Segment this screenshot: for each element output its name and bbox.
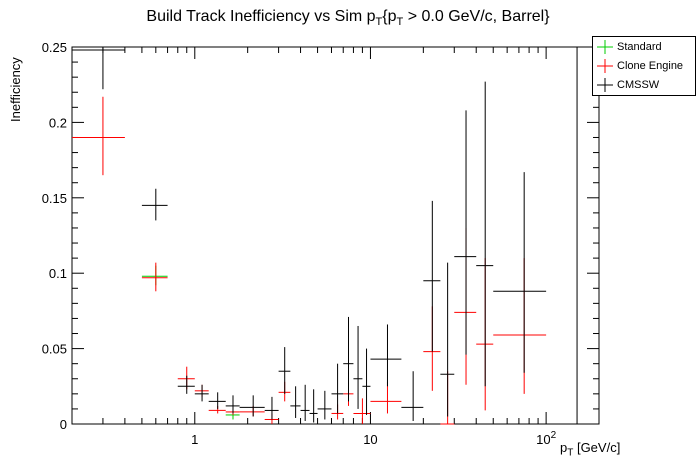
data-point bbox=[476, 81, 494, 387]
data-point bbox=[343, 316, 354, 402]
data-point bbox=[401, 371, 424, 421]
series-layer bbox=[72, 46, 599, 425]
data-point bbox=[239, 395, 265, 417]
data-point bbox=[72, 47, 125, 90]
data-point bbox=[454, 227, 477, 385]
y-axis-label: Inefficiency bbox=[8, 57, 23, 122]
data-point bbox=[317, 390, 332, 420]
data-point bbox=[208, 392, 226, 409]
x-axis-ticks: 1 10 102 bbox=[71, 47, 600, 447]
x-tick-label: 102 bbox=[536, 430, 556, 447]
data-point bbox=[300, 384, 310, 421]
data-point bbox=[141, 262, 168, 292]
legend-label-cmssw: CMSSW bbox=[617, 79, 660, 91]
data-point bbox=[225, 395, 240, 414]
y-tick-label: 0.2 bbox=[49, 115, 67, 130]
data-point bbox=[370, 381, 402, 414]
data-point bbox=[423, 200, 441, 352]
data-point bbox=[72, 96, 125, 176]
legend-entry-cmssw: CMSSW bbox=[593, 76, 695, 94]
data-point bbox=[493, 172, 547, 373]
chart-title: Build Track Inefficiency vs Sim pT{pT > … bbox=[146, 8, 550, 29]
data-point bbox=[353, 398, 371, 424]
data-point bbox=[493, 258, 547, 394]
legend: Standard Clone Engine CMSSW bbox=[592, 36, 696, 96]
y-tick-label: 0.05 bbox=[42, 342, 67, 357]
x-tick-label: 1 bbox=[191, 432, 198, 447]
legend-marker-cmssw bbox=[597, 78, 613, 92]
series-standard bbox=[141, 265, 240, 420]
legend-marker-standard bbox=[597, 40, 613, 54]
data-point bbox=[546, 46, 599, 424]
data-point bbox=[331, 363, 344, 414]
data-point bbox=[353, 325, 363, 409]
data-point bbox=[362, 348, 371, 415]
legend-entry-clone-engine: Clone Engine bbox=[593, 57, 695, 75]
data-point bbox=[177, 375, 195, 394]
data-point bbox=[141, 188, 168, 221]
data-point bbox=[370, 324, 402, 387]
data-point bbox=[290, 386, 301, 418]
series-cmssw bbox=[72, 46, 599, 424]
y-axis-ticks: 0 0.05 0.1 0.15 0.2 0.25 bbox=[42, 40, 599, 432]
data-point bbox=[194, 384, 209, 402]
data-point bbox=[264, 396, 279, 420]
data-point bbox=[278, 347, 291, 394]
data-point bbox=[141, 265, 168, 286]
x-axis-label: pT [GeV/c] bbox=[560, 440, 621, 459]
x-tick-label: 10 bbox=[363, 432, 377, 447]
legend-label-standard: Standard bbox=[617, 41, 662, 53]
legend-marker-clone-engine bbox=[597, 59, 613, 73]
y-tick-label: 0.1 bbox=[49, 266, 67, 281]
legend-entry-standard: Standard bbox=[593, 38, 695, 56]
data-point bbox=[440, 262, 455, 417]
y-tick-label: 0 bbox=[60, 417, 67, 432]
data-point bbox=[309, 389, 318, 423]
y-tick-label: 0.15 bbox=[42, 191, 67, 206]
legend-label-clone-engine: Clone Engine bbox=[617, 60, 684, 72]
plot-frame bbox=[71, 46, 600, 425]
y-tick-label: 0.25 bbox=[42, 40, 67, 55]
data-point bbox=[454, 110, 477, 355]
series-clone-engine bbox=[72, 96, 547, 425]
